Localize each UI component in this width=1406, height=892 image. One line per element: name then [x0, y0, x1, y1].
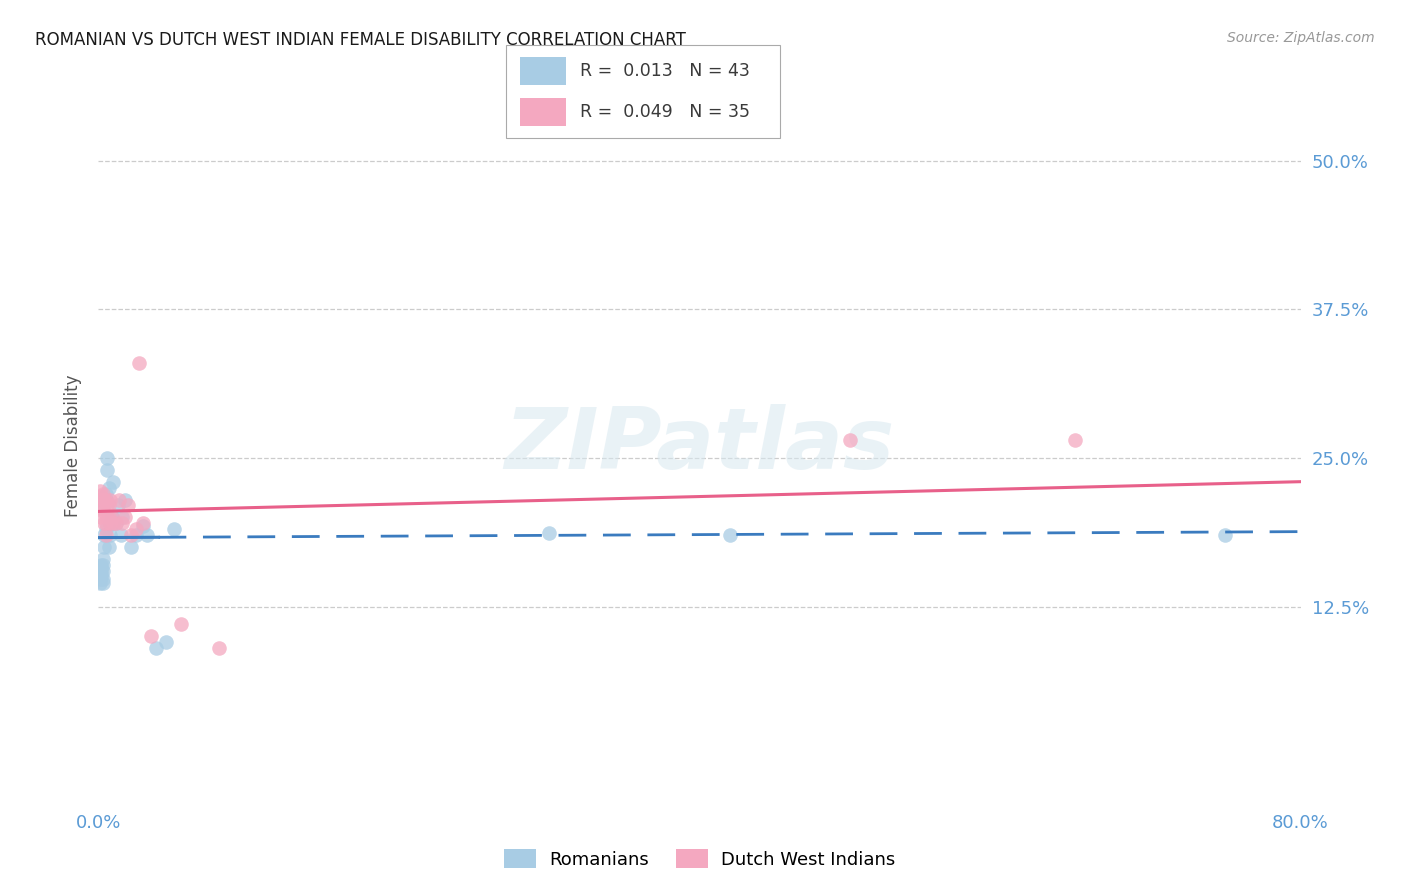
- Point: [121, 528, 143, 542]
- Point: [93, 516, 115, 531]
- Point: [538, 525, 561, 540]
- Point: [90, 558, 112, 572]
- Point: [100, 528, 122, 542]
- Point: [108, 492, 131, 507]
- Point: [90, 500, 112, 515]
- Point: [93, 528, 115, 542]
- Point: [89, 567, 111, 582]
- Point: [139, 629, 162, 643]
- Point: [94, 492, 117, 507]
- Point: [100, 492, 122, 507]
- Point: [94, 528, 117, 542]
- Point: [145, 641, 167, 656]
- Text: R =  0.013   N = 43: R = 0.013 N = 43: [581, 62, 749, 79]
- Point: [96, 499, 118, 513]
- Point: [96, 450, 118, 465]
- Point: [89, 575, 111, 590]
- Point: [96, 510, 118, 524]
- Point: [103, 475, 125, 489]
- Point: [105, 516, 128, 531]
- Y-axis label: Female Disability: Female Disability: [65, 375, 83, 517]
- Text: R =  0.049   N = 35: R = 0.049 N = 35: [581, 103, 751, 121]
- Point: [89, 492, 111, 507]
- Point: [117, 499, 139, 513]
- Point: [89, 572, 111, 586]
- Point: [111, 516, 134, 531]
- Point: [94, 492, 117, 507]
- Point: [208, 641, 231, 656]
- Point: [1064, 433, 1087, 447]
- Point: [128, 356, 150, 370]
- Point: [105, 516, 128, 531]
- Point: [97, 540, 120, 554]
- Point: [91, 486, 114, 500]
- Point: [135, 528, 157, 542]
- Point: [89, 484, 111, 499]
- Text: ZIPatlas: ZIPatlas: [505, 404, 894, 488]
- Point: [91, 575, 114, 590]
- Text: Source: ZipAtlas.com: Source: ZipAtlas.com: [1227, 31, 1375, 45]
- Legend: Romanians, Dutch West Indians: Romanians, Dutch West Indians: [496, 841, 903, 876]
- Point: [93, 499, 115, 513]
- Point: [93, 492, 115, 507]
- Point: [90, 489, 112, 503]
- Point: [90, 570, 112, 584]
- Point: [91, 572, 114, 586]
- Point: [97, 510, 120, 524]
- Text: ROMANIAN VS DUTCH WEST INDIAN FEMALE DISABILITY CORRELATION CHART: ROMANIAN VS DUTCH WEST INDIAN FEMALE DIS…: [35, 31, 686, 49]
- Point: [94, 522, 117, 536]
- Point: [97, 499, 120, 513]
- Point: [101, 510, 124, 524]
- Point: [93, 540, 115, 554]
- Point: [100, 516, 122, 531]
- Bar: [520, 57, 567, 85]
- Point: [125, 522, 148, 536]
- Point: [110, 528, 132, 542]
- Point: [103, 516, 125, 531]
- Point: [100, 516, 122, 531]
- Point: [114, 492, 136, 507]
- Point: [96, 463, 118, 477]
- Point: [91, 558, 114, 572]
- Point: [101, 510, 124, 524]
- Point: [91, 492, 114, 507]
- Point: [90, 560, 112, 574]
- Point: [111, 510, 134, 524]
- Point: [132, 518, 155, 533]
- Point: [91, 564, 114, 578]
- Point: [155, 635, 177, 649]
- Point: [94, 516, 117, 531]
- Point: [125, 528, 148, 542]
- Point: [121, 540, 143, 554]
- Point: [91, 552, 114, 566]
- Point: [114, 510, 136, 524]
- Point: [107, 499, 129, 513]
- Bar: [520, 98, 567, 126]
- Point: [718, 528, 741, 542]
- Point: [170, 617, 193, 632]
- Point: [91, 504, 114, 518]
- Point: [162, 522, 184, 536]
- Point: [132, 516, 155, 531]
- Point: [90, 564, 112, 578]
- Point: [90, 567, 112, 582]
- Point: [94, 486, 117, 500]
- Point: [1215, 528, 1237, 542]
- Point: [838, 433, 860, 447]
- Point: [97, 481, 120, 495]
- Point: [103, 516, 125, 531]
- Point: [90, 510, 112, 524]
